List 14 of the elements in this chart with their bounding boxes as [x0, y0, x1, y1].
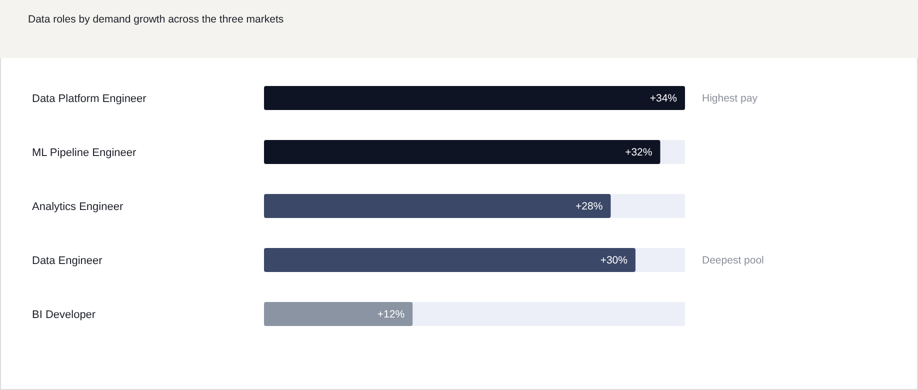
y-tick-label: Analytics Engineer: [32, 200, 124, 213]
bar: [264, 86, 685, 110]
y-tick-label: ML Pipeline Engineer: [32, 146, 136, 159]
text: Deepest pool: [702, 254, 764, 267]
text: Data roles by demand growth across the three markets: [28, 14, 284, 26]
text: Highest pay: [702, 92, 758, 105]
y-tick-label: Data Platform Engineer: [32, 92, 147, 105]
y-tick-label: Data Engineer: [32, 254, 103, 267]
data-label: +30%: [600, 254, 628, 267]
data-label: +34%: [650, 92, 677, 105]
data-label: +28%: [576, 200, 603, 213]
y-tick-label: BI Developer: [32, 308, 96, 321]
data-label: +32%: [625, 146, 652, 159]
data-label: +12%: [377, 308, 405, 321]
